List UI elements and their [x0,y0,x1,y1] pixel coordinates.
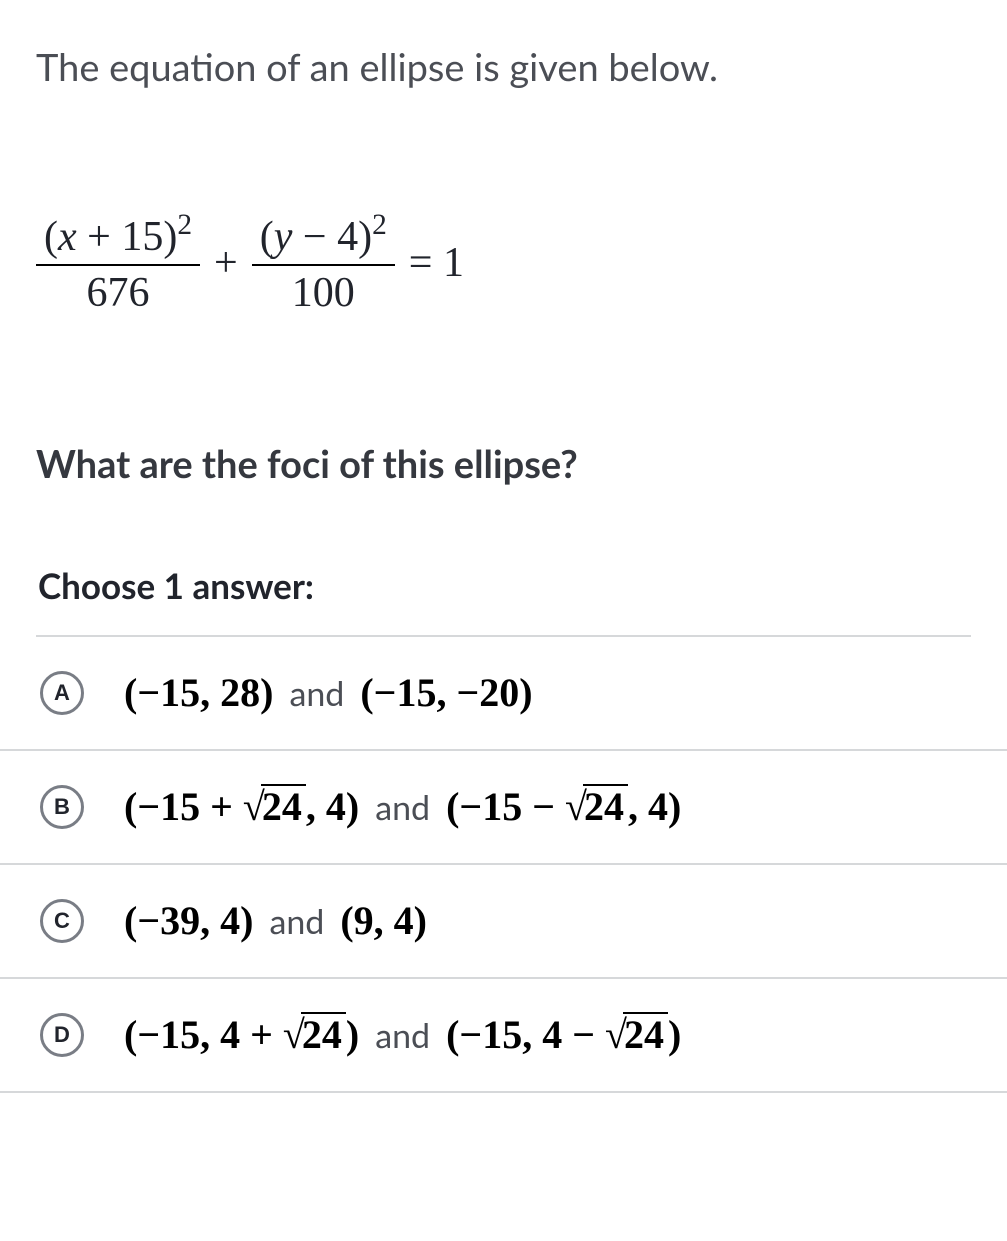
question-prompt: What are the foci of this ellipse? [36,441,971,487]
equals-rhs: = 1 [395,239,478,287]
fraction-1-numerator: (x + 15)2 [36,205,200,264]
ellipse-equation: (x + 15)2 676 + (y − 4)2 100 = 1 [36,205,971,321]
choice-b-text: (−15 + √24, 4) and (−15 − √24, 4) [124,783,681,831]
choice-bubble-b[interactable]: B [40,785,84,829]
sqrt-icon: √24 [243,783,306,831]
sqrt-icon: √24 [283,1011,346,1059]
equation-row: (x + 15)2 676 + (y − 4)2 100 = 1 [36,205,971,321]
choice-c[interactable]: C (−39, 4) and (9, 4) [0,865,1007,979]
intro-text: The equation of an ellipse is given belo… [36,40,971,95]
choose-instruction: Choose 1 answer: [36,565,971,607]
fraction-2-numerator: (y − 4)2 [252,205,395,264]
choice-d[interactable]: D (−15, 4 + √24) and (−15, 4 − √24) [0,979,1007,1093]
sqrt-icon: √24 [605,1011,668,1059]
choice-a[interactable]: A (−15, 28) and (−15, −20) [0,637,1007,751]
fraction-1-denominator: 676 [79,266,158,320]
question-container: The equation of an ellipse is given belo… [0,0,1007,1093]
choice-a-text: (−15, 28) and (−15, −20) [124,669,533,717]
choice-bubble-c[interactable]: C [40,899,84,943]
fraction-2: (y − 4)2 100 [252,205,395,321]
plus-operator: + [200,239,252,287]
choice-d-text: (−15, 4 + √24) and (−15, 4 − √24) [124,1011,681,1059]
fraction-2-denominator: 100 [284,266,363,320]
fraction-1: (x + 15)2 676 [36,205,200,321]
choice-b[interactable]: B (−15 + √24, 4) and (−15 − √24, 4) [0,751,1007,865]
choice-bubble-d[interactable]: D [40,1013,84,1057]
choice-bubble-a[interactable]: A [40,671,84,715]
sqrt-icon: √24 [565,783,628,831]
choice-c-text: (−39, 4) and (9, 4) [124,897,427,945]
answer-choices: A (−15, 28) and (−15, −20) B (−15 + √24,… [36,635,971,1093]
